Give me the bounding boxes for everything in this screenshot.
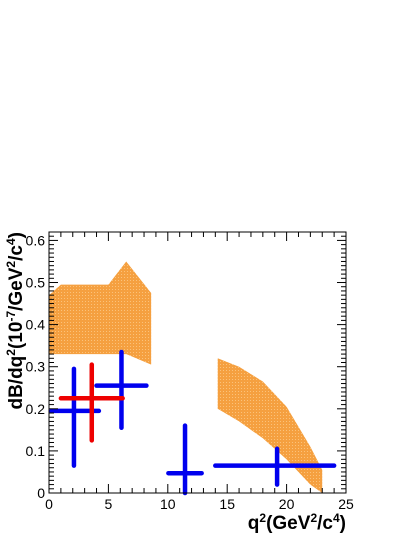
x-tick-label: 10 (160, 496, 176, 512)
data-points (49, 349, 337, 496)
y-tick-label: 0.2 (26, 401, 46, 417)
x-tick-label: 5 (105, 496, 113, 512)
x-tick-label: 25 (338, 496, 354, 512)
y-tick-label: 0.1 (26, 443, 46, 459)
theory-bands (49, 261, 323, 493)
data-point-blue-4 (213, 446, 337, 487)
y-tick-label: 0.4 (26, 317, 46, 333)
x-tick-label: 0 (45, 496, 53, 512)
data-point-blue-3 (166, 423, 204, 496)
y-tick-label: 0.5 (26, 275, 46, 291)
x-tick-label: 15 (219, 496, 235, 512)
y-tick-label: 0.6 (26, 232, 46, 248)
data-point-red-1 (58, 362, 125, 443)
theory-band-2 (217, 358, 323, 493)
y-tick-label: 0 (37, 485, 45, 501)
x-tick-label: 20 (279, 496, 295, 512)
y-axis-label: dB/dq2(10-7/GeV2/c4) (4, 232, 27, 410)
theory-band-1 (49, 261, 152, 365)
data-point-blue-2 (94, 349, 149, 430)
y-tick-label: 0.3 (26, 359, 46, 375)
axes: 0 5 10 15 20 25 0 0.1 0.2 0.3 0.4 0.5 0.6 (26, 231, 354, 512)
x-axis-label: q2(GeV2/c4) (248, 511, 346, 534)
